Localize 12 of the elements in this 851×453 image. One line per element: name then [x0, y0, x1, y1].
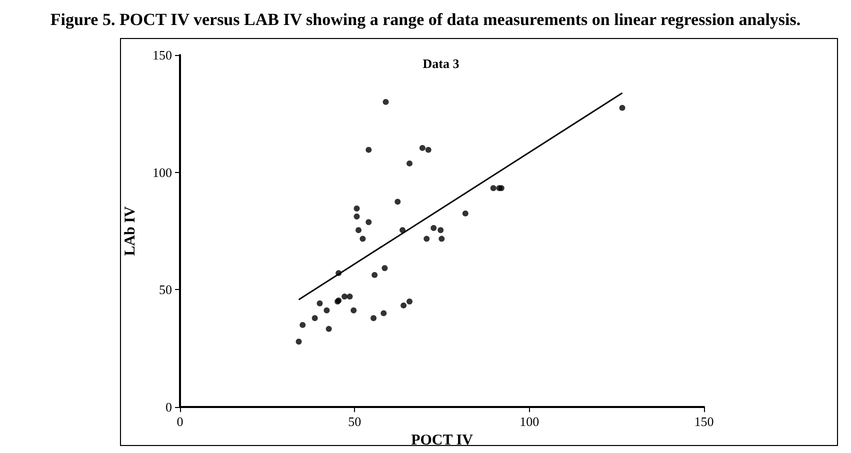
x-tick-label: 100: [520, 414, 540, 430]
y-axis-title: LAb IV: [122, 206, 138, 256]
y-tick-label: 100: [152, 164, 172, 180]
x-tick-label: 50: [348, 414, 362, 430]
y-tick-label: 0: [166, 400, 172, 415]
y-tick-label: 50: [159, 282, 172, 298]
chart-title: Figure 5. POCT IV versus LAB IV showing a range of data measurements on linear regression analysis.: [50, 10, 801, 29]
x-tick-label: 0: [176, 414, 184, 430]
x-axis-title: POCT IV: [411, 432, 474, 448]
y-tick-label: 150: [152, 48, 172, 62]
chart-subtitle: Data 3: [422, 56, 460, 71]
x-tick-label: 150: [694, 414, 714, 430]
